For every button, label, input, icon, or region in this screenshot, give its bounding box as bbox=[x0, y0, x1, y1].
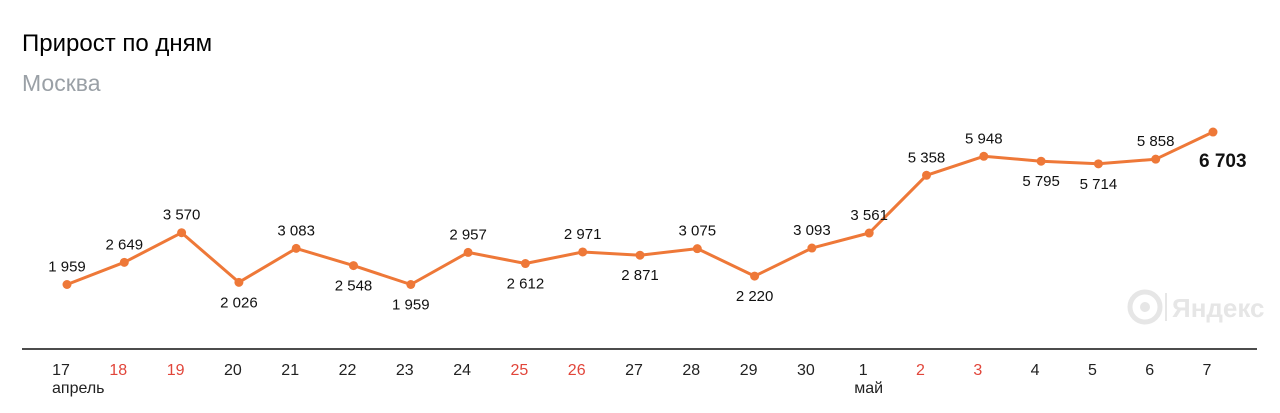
data-label: 3 093 bbox=[793, 222, 831, 239]
series-line bbox=[65, 130, 1215, 286]
data-point bbox=[234, 277, 244, 287]
x-tick-label: 24 bbox=[453, 362, 471, 379]
x-tick-label: 5 bbox=[1088, 362, 1097, 379]
data-label: 1 959 bbox=[48, 259, 86, 276]
data-label: 2 871 bbox=[621, 267, 659, 284]
x-tick-label: 23 bbox=[396, 362, 414, 379]
data-label: 2 026 bbox=[220, 294, 258, 311]
chart-subtitle: Москва bbox=[22, 70, 101, 96]
x-tick-label: 27 bbox=[625, 362, 643, 379]
x-tick-label: 25 bbox=[511, 362, 529, 379]
data-label: 5 358 bbox=[908, 149, 946, 166]
x-tick-label: 21 bbox=[281, 362, 299, 379]
data-label: 3 561 bbox=[850, 207, 888, 224]
data-label: 2 649 bbox=[106, 236, 144, 253]
x-tick-label: 30 bbox=[797, 362, 815, 379]
data-label: 1 959 bbox=[392, 297, 430, 314]
data-point bbox=[463, 247, 473, 257]
data-label: 3 083 bbox=[277, 222, 315, 239]
month-labels: апрель май bbox=[52, 380, 883, 397]
watermark-text: Яндекс bbox=[1172, 293, 1265, 323]
data-label: 2 957 bbox=[449, 226, 487, 243]
yandex-watermark: Яндекс bbox=[1127, 289, 1265, 325]
data-point bbox=[979, 151, 989, 161]
x-tick-label: 20 bbox=[224, 362, 242, 379]
data-point bbox=[1151, 154, 1161, 164]
data-point bbox=[1093, 159, 1103, 169]
x-tick-label: 4 bbox=[1031, 362, 1040, 379]
data-point bbox=[62, 280, 72, 289]
data-point bbox=[349, 261, 358, 271]
x-tick-label: 19 bbox=[167, 362, 185, 379]
data-point bbox=[635, 250, 645, 260]
data-label: 5 795 bbox=[1022, 173, 1060, 190]
data-label: 3 075 bbox=[679, 223, 717, 240]
data-point bbox=[864, 228, 874, 238]
data-label: 2 548 bbox=[335, 278, 373, 295]
data-points bbox=[62, 127, 1218, 289]
data-point bbox=[177, 228, 187, 238]
data-label: 2 220 bbox=[736, 288, 774, 305]
yandex-logo-icon bbox=[1127, 289, 1163, 325]
yandex-logo-icon-dot bbox=[1140, 302, 1150, 312]
data-label: 6 703 bbox=[1199, 151, 1247, 172]
x-tick-label: 7 bbox=[1203, 362, 1212, 379]
data-point bbox=[1036, 156, 1046, 166]
data-label: 5 858 bbox=[1137, 133, 1175, 150]
data-point bbox=[692, 244, 702, 254]
x-tick-label: 22 bbox=[339, 362, 357, 379]
data-label: 5 714 bbox=[1080, 176, 1118, 193]
data-point bbox=[291, 243, 301, 253]
data-point bbox=[406, 280, 416, 289]
x-tick-label: 2 bbox=[916, 362, 925, 379]
x-tick-label: 26 bbox=[568, 362, 586, 379]
x-axis-ticks: 17 18 19 20 21 22 23 24 25 26 27 28 29 30 1 2 3 4 5 6 7 bbox=[52, 362, 1211, 379]
data-point bbox=[750, 271, 760, 281]
data-point bbox=[807, 243, 817, 253]
chart-title: Прирост по дням bbox=[22, 30, 213, 57]
data-point bbox=[578, 247, 588, 257]
data-point bbox=[119, 257, 129, 267]
x-tick-label: 28 bbox=[682, 362, 700, 379]
x-tick-label: 29 bbox=[740, 362, 758, 379]
data-labels: 1 959 2 649 3 570 2 026 3 083 2 548 1 959 2 957… bbox=[48, 130, 1246, 313]
data-point bbox=[922, 170, 931, 180]
data-label: 2 971 bbox=[564, 226, 602, 243]
x-tick-label: 18 bbox=[109, 362, 127, 379]
month-label: апрель bbox=[52, 380, 105, 397]
data-label: 2 612 bbox=[507, 276, 545, 293]
x-tick-label: 3 bbox=[973, 362, 982, 379]
data-label: 5 948 bbox=[965, 130, 1003, 147]
data-point bbox=[520, 259, 530, 269]
x-tick-label: 17 bbox=[52, 362, 70, 379]
x-tick-label: 1 bbox=[859, 362, 868, 379]
data-point bbox=[1208, 127, 1218, 137]
x-tick-label: 6 bbox=[1145, 362, 1154, 379]
month-label: май bbox=[854, 380, 883, 397]
data-label: 3 570 bbox=[163, 207, 201, 224]
